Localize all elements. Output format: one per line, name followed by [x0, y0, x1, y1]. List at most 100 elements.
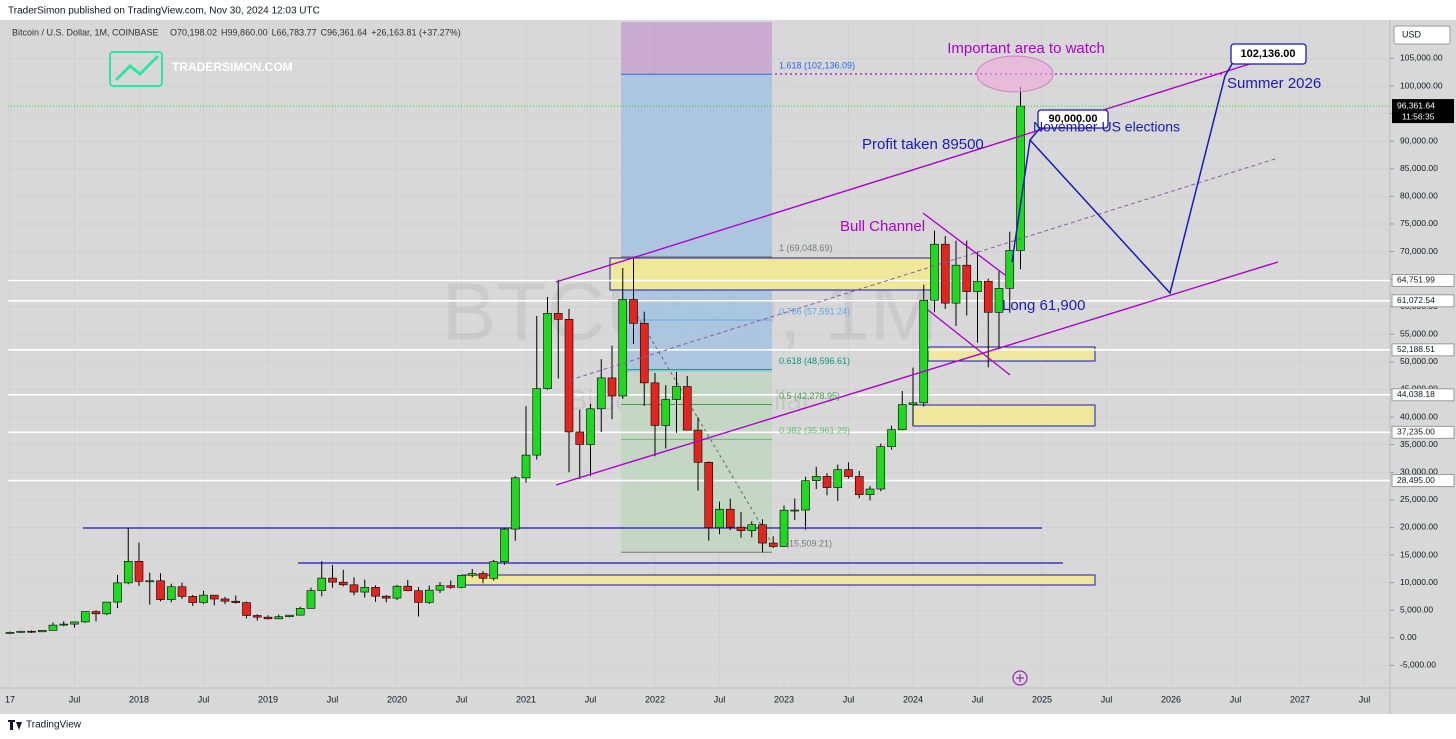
candle-body	[897, 404, 907, 430]
y-tick-label: 10,000.00	[1400, 577, 1438, 587]
annotation: November US elections	[1033, 119, 1180, 135]
candle-body	[586, 408, 595, 445]
y-tick-label: 55,000.00	[1400, 329, 1438, 339]
level-label: 37,235.00	[1397, 427, 1435, 437]
x-tick-label: 2023	[774, 694, 794, 704]
candle-body	[725, 508, 735, 528]
fib-label: 0.618 (48,596.61)	[779, 356, 850, 366]
candle-body	[876, 446, 886, 490]
candle-body	[113, 582, 122, 603]
candle-body	[639, 322, 649, 384]
x-tick-label: Jul	[198, 694, 210, 704]
y-tick-label: 70,000.00	[1400, 246, 1438, 256]
x-tick-label: Jul	[69, 694, 81, 704]
candle-body	[80, 611, 90, 623]
candle-body	[661, 399, 671, 426]
level-label-box	[1391, 273, 1455, 287]
candle-body	[263, 616, 273, 620]
annotation: Summer 2026	[1227, 75, 1321, 92]
candle-body	[510, 477, 520, 530]
event-icon[interactable]	[1016, 674, 1024, 682]
candle-body	[973, 280, 982, 292]
candle-body	[467, 573, 477, 576]
drawings	[8, 22, 1390, 586]
candle-body	[865, 488, 875, 495]
candle-body	[811, 476, 821, 481]
last-price: 96,361.64	[1397, 100, 1435, 110]
ohlc-value: +26,163.81 (+37.27%)	[371, 27, 461, 37]
candle-body	[252, 615, 262, 618]
candle-body	[16, 630, 26, 633]
countdown: 11:56:35	[1402, 111, 1435, 121]
fib-label: (15,509.21)	[786, 539, 832, 549]
candle-body	[629, 299, 638, 324]
candle-body	[1016, 105, 1025, 251]
x-tick-label: Jul	[1230, 694, 1242, 704]
x-tick-label: Jul	[456, 694, 468, 704]
candle-body	[102, 601, 112, 615]
level-label: 61,072.54	[1397, 295, 1435, 305]
annotation-box	[1037, 109, 1109, 129]
channel-mid	[569, 157, 1279, 381]
fib-label: 1.618 (102,136.09)	[779, 61, 855, 71]
forecast-path	[1029, 63, 1233, 295]
trend-line	[627, 299, 771, 541]
y-tick-label: 30,000.00	[1400, 467, 1438, 477]
candle-body	[457, 574, 466, 588]
x-tick-label: 2024	[903, 694, 923, 704]
x-tick-label: 2022	[645, 694, 665, 704]
candle-body	[930, 243, 939, 301]
channel-lower	[555, 261, 1279, 486]
currency-box[interactable]	[1393, 25, 1451, 45]
candle-body	[854, 476, 864, 495]
currency[interactable]: USD	[1402, 29, 1422, 39]
candle-body	[166, 586, 176, 600]
candle-body	[736, 526, 746, 531]
candle-body	[37, 630, 47, 633]
ohlc-value: L66,783.77	[272, 27, 317, 37]
candle-body	[349, 584, 359, 593]
candle-body	[715, 508, 724, 529]
candle-body	[500, 528, 509, 562]
candle-body	[27, 630, 36, 633]
candle-body	[317, 577, 327, 591]
candle-body	[704, 462, 714, 529]
y-tick-label: 50,000.00	[1400, 356, 1438, 366]
candle-body	[543, 313, 552, 389]
y-tick-label: 15,000.00	[1400, 549, 1438, 559]
level-label: 64,751.99	[1397, 275, 1435, 285]
candle-body	[962, 264, 972, 292]
candle-body	[59, 623, 69, 626]
candle-body	[199, 594, 208, 603]
y-tick-label: 100,000.00	[1400, 80, 1443, 90]
y-tick-label: 40,000.00	[1400, 411, 1438, 421]
level-label-box	[1391, 425, 1455, 439]
candle-body	[48, 624, 58, 631]
annotation: Important area to watch	[947, 40, 1105, 57]
annotation: 90,000.00	[1049, 113, 1098, 125]
candle-body	[392, 585, 402, 599]
x-tick-label: 2025	[1032, 694, 1052, 704]
candle-body	[618, 299, 628, 397]
y-tick-label: 90,000.00	[1400, 135, 1438, 145]
candle-body	[231, 600, 241, 603]
candle-body	[285, 614, 294, 618]
candle-body	[682, 386, 692, 431]
level-label-box	[1391, 474, 1455, 488]
candle-body	[887, 429, 896, 447]
candle-body	[478, 573, 488, 579]
event-icon[interactable]	[1012, 670, 1028, 686]
y-tick-label: 25,000.00	[1400, 494, 1438, 504]
candle-body	[575, 431, 585, 445]
annotation: Profit taken 89500	[862, 136, 984, 153]
zone	[912, 404, 1096, 427]
candle-body	[145, 580, 155, 583]
ohlc-value: C96,361.64	[321, 27, 368, 37]
y-tick-label: -5,000.00	[1400, 660, 1436, 670]
candle-body	[768, 542, 778, 547]
ohlc-value: H99,860.00	[221, 27, 268, 37]
candle-body	[360, 586, 370, 593]
fib-zone	[621, 22, 772, 74]
candle-body	[70, 621, 79, 625]
candle-body	[822, 476, 832, 488]
